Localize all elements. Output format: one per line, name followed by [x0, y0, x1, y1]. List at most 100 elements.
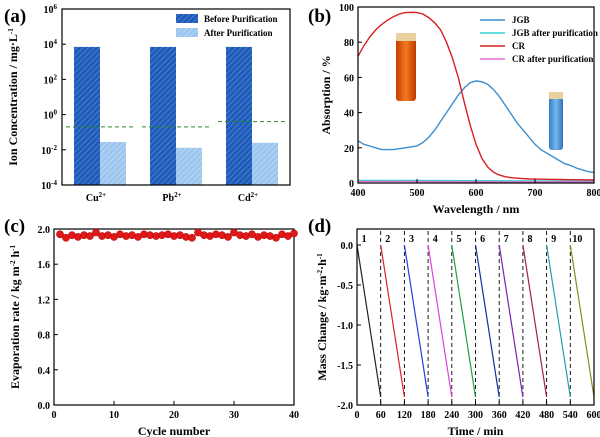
y-tick-base: 10: [44, 40, 54, 51]
data-point: [188, 233, 196, 242]
x-tick-label: 0: [52, 410, 57, 421]
x-tick-label: 500: [410, 188, 425, 199]
bar-pb-after: [176, 147, 202, 185]
cycle-line-7: [498, 244, 524, 398]
y-tick-label: 0.0: [38, 401, 51, 412]
x-tick-label: 800: [587, 188, 600, 199]
cycle-line-1: [356, 244, 382, 398]
series-line-jgb: [357, 80, 595, 174]
y-axis-label-sup2: -1: [316, 253, 324, 259]
x-tick-label: 20: [169, 410, 179, 421]
x-tick-label-cu: Cu2+: [86, 191, 106, 204]
cycle-label-5: 5: [456, 234, 461, 245]
y-tick-label: -2.0: [337, 401, 353, 412]
cycle-line-9: [546, 244, 571, 398]
y-tick-label: 100: [44, 109, 58, 122]
x-tick-label-cd: Cd2+: [238, 191, 258, 204]
legend-label-1: JGB after purification: [512, 28, 598, 38]
x-tick-label: 540: [563, 410, 578, 421]
cycle-label-2: 2: [385, 234, 390, 245]
legend-swatch-before: [176, 14, 198, 23]
y-axis-label-text: Mass Change / kg·m: [315, 276, 329, 381]
x-tick-label: 480: [539, 410, 554, 421]
y-tick-label: 1.6: [38, 260, 51, 271]
data-point: [56, 230, 64, 239]
series-line-cr: [357, 11, 595, 181]
bar-cu-after: [100, 141, 126, 185]
y-tick-label: -1.5: [337, 361, 353, 372]
x-axis-label-b: Wavelength / nm: [433, 202, 520, 216]
y-tick-exp: -2: [51, 144, 57, 152]
vial-orange-image: [396, 33, 416, 101]
plot-frame-a: [61, 8, 291, 186]
bar-pb-before: [150, 46, 176, 186]
y-tick-label: 40: [344, 109, 354, 120]
y-axis-label-text: Evaporation rate / kg m: [8, 266, 22, 389]
panel-label-a: (a): [4, 6, 26, 27]
x-tick-base: Cd: [238, 193, 251, 204]
y-axis-label-sup1: -2: [316, 269, 324, 275]
y-tick-label: 10-4: [41, 179, 57, 192]
data-point: [290, 229, 298, 238]
plot-frame-c: [53, 228, 295, 406]
legend-label-2: CR: [512, 41, 525, 51]
cycle-label-9: 9: [551, 234, 556, 245]
legend-swatch-after: [176, 28, 198, 37]
x-tick-label: 600: [469, 188, 484, 199]
data-point: [272, 233, 280, 242]
legend-label-after: After Purification: [204, 28, 273, 38]
y-axis-label-sup1: -2: [9, 260, 17, 266]
y-tick-label: 102: [44, 73, 58, 86]
x-tick-sup: 2+: [251, 191, 259, 199]
y-tick-label: -1.0: [337, 321, 353, 332]
x-tick-label-pb: Pb2+: [162, 191, 181, 204]
x-tick-sup: 2+: [99, 191, 107, 199]
y-tick-label: 106: [44, 3, 58, 16]
cycle-line-8: [522, 244, 548, 398]
x-tick-label: 10: [109, 410, 119, 421]
x-tick-label: 400: [351, 188, 366, 199]
y-tick-base: 10: [44, 111, 54, 122]
bar-cd-after: [252, 142, 278, 185]
cycle-label-4: 4: [433, 234, 438, 245]
x-axis-label-d: Time / min: [448, 424, 504, 437]
y-tick-label: 60: [344, 73, 354, 84]
y-tick-exp: 4: [54, 38, 58, 46]
x-tick-label: 300: [468, 410, 483, 421]
x-tick-label: 180: [421, 410, 436, 421]
x-tick-sup: 2+: [174, 191, 182, 199]
y-axis-label-c: Evaporation rate / kg m-2 h-1: [8, 244, 22, 389]
legend-label-0: JGB: [512, 15, 530, 25]
x-tick-label: 60: [376, 410, 386, 421]
y-tick-label: 10-2: [41, 144, 57, 157]
panel-b: 400 500 600 700 800 0 20 40 60 80 100 JGB JGB after …: [308, 3, 600, 216]
y-tick-label: 80: [344, 38, 354, 49]
y-tick-exp: -4: [51, 179, 57, 187]
y-axis-label-b: Absorption / %: [319, 55, 333, 134]
vial-blue-rim: [549, 92, 563, 99]
x-tick-label: 420: [515, 410, 530, 421]
vial-blue-image: [549, 92, 563, 150]
bar-cu-before: [74, 46, 100, 186]
x-tick-label: 0: [355, 410, 360, 421]
y-axis-label-sup2: -1: [9, 244, 17, 250]
y-axis-label-a: Ion Concentration / mg·L-1: [6, 28, 20, 166]
cycle-line-5: [451, 244, 477, 398]
y-tick-label: 100: [339, 3, 354, 14]
cycle-label-7: 7: [504, 234, 509, 245]
y-tick-exp: 2: [54, 73, 58, 81]
y-tick-label: -0.5: [337, 281, 353, 292]
y-axis-label-mid: h: [8, 251, 22, 261]
y-tick-base: 10: [44, 5, 54, 16]
y-axis-label-mid: ·h: [315, 259, 329, 270]
y-tick-label: 2.0: [38, 225, 51, 236]
vial-orange-rim: [396, 33, 416, 41]
panel-label-b: (b): [308, 6, 331, 27]
data-point: [224, 233, 232, 241]
y-tick-label: 0.4: [38, 366, 51, 377]
y-tick-exp: 0: [54, 109, 58, 117]
data-point: [92, 228, 100, 237]
x-tick-label: 120: [397, 410, 412, 421]
cycle-line-4: [427, 244, 453, 398]
